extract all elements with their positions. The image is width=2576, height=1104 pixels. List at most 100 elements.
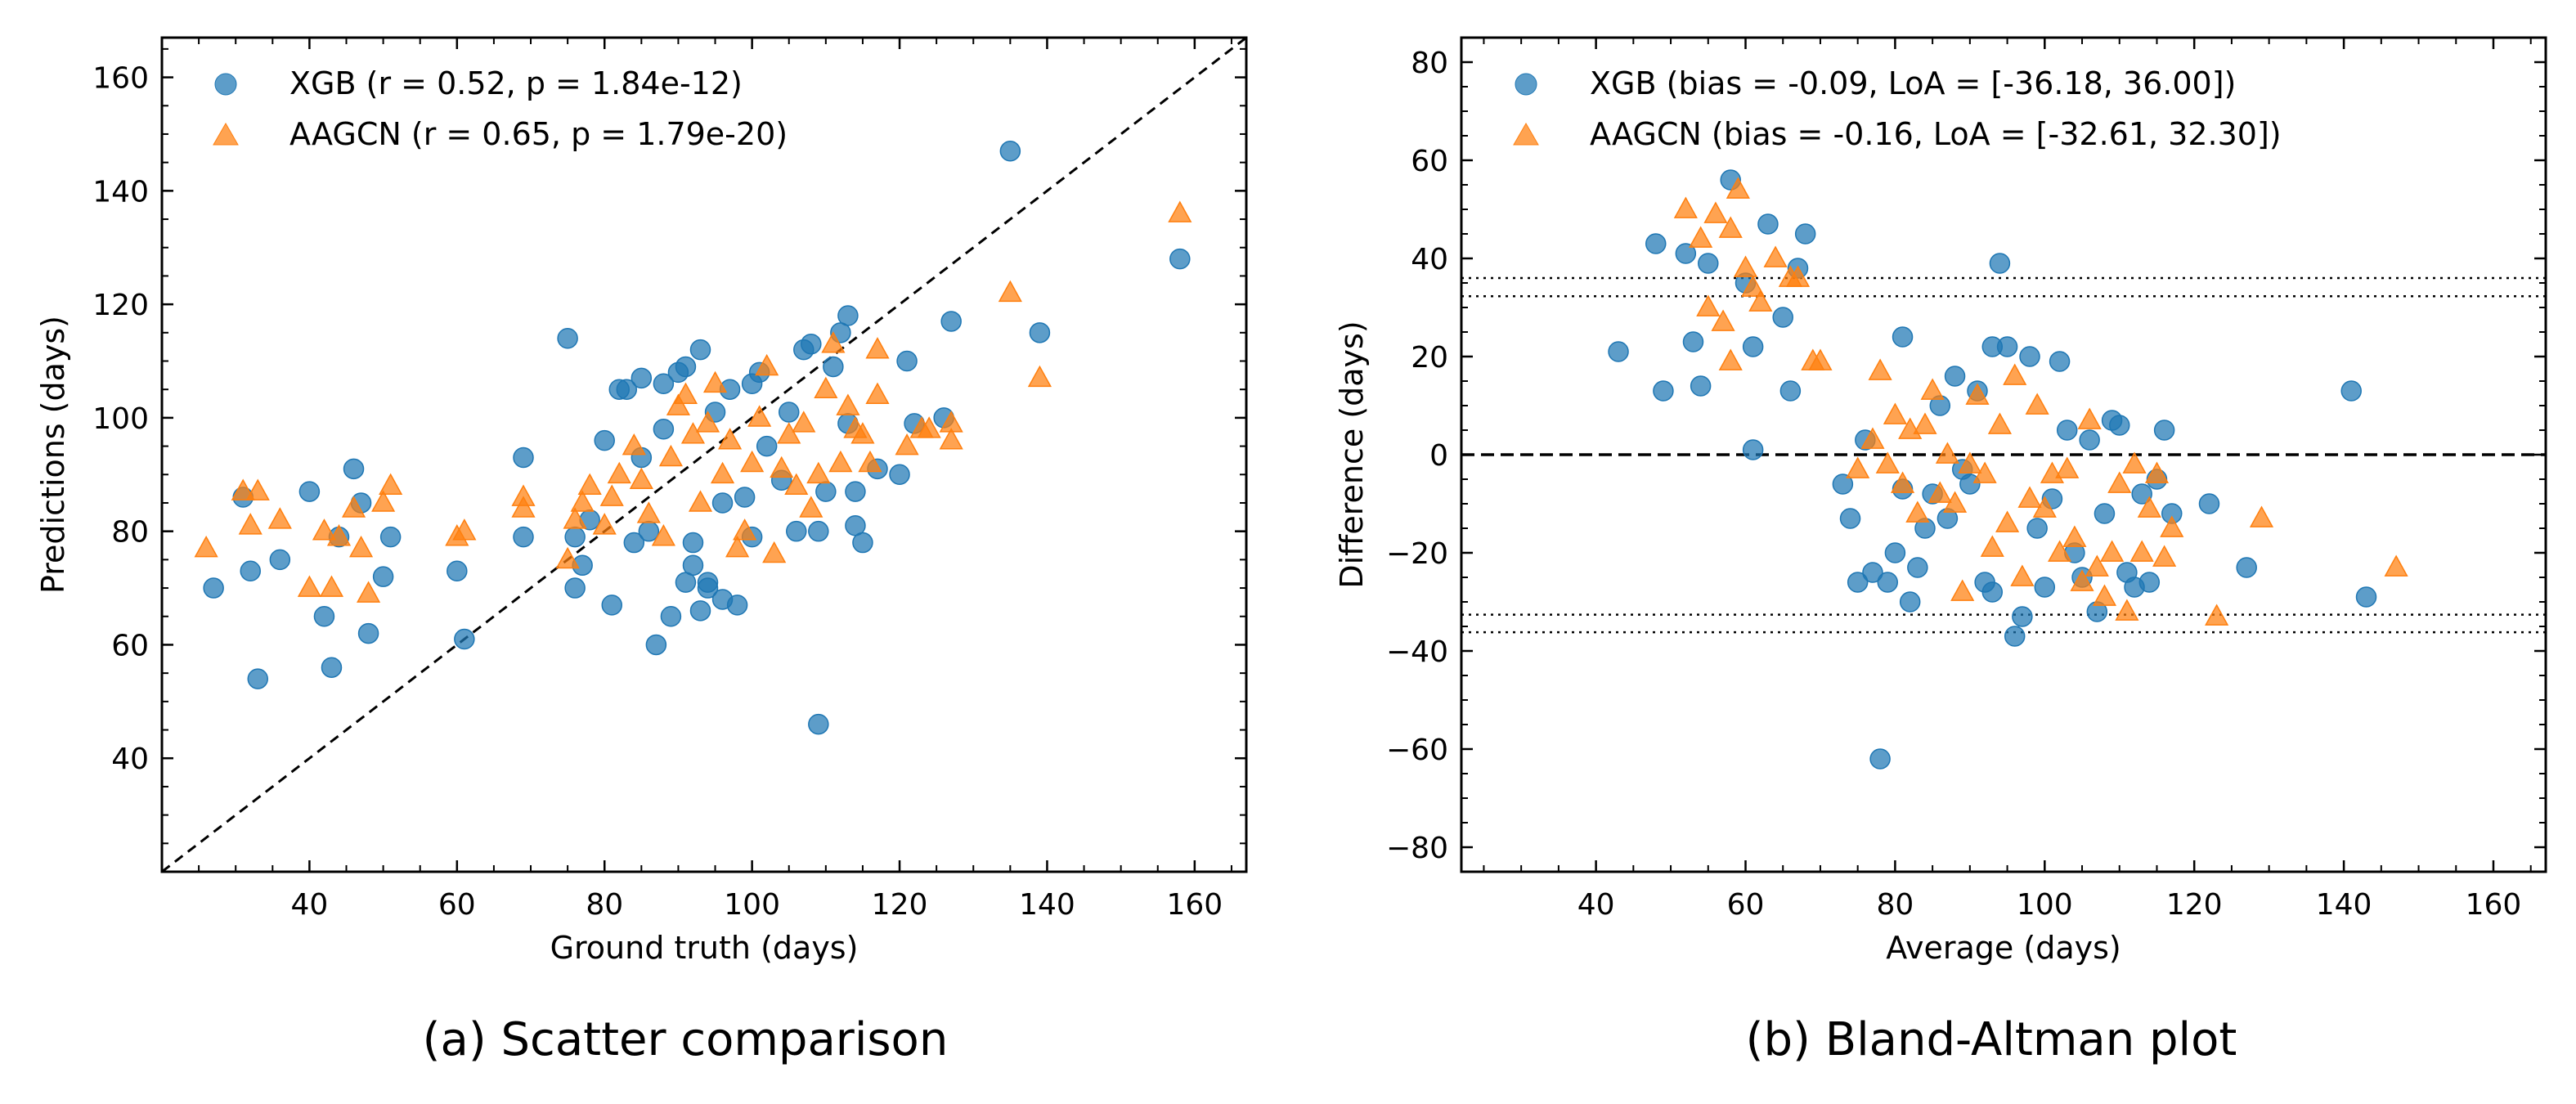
aagcn-point <box>326 524 352 546</box>
xgb-point <box>837 305 859 326</box>
xgb-point <box>682 532 704 554</box>
aagcn-point <box>1711 309 1735 331</box>
xgb-point <box>999 141 1021 162</box>
xgb-point <box>1884 542 1906 563</box>
aagcn-point <box>792 411 816 433</box>
aagcn-point <box>666 393 690 415</box>
aagcn-point <box>2100 540 2125 562</box>
x-tick-label: 60 <box>1727 888 1765 922</box>
panel-a-y-tick-labels: 40 60 80 100 120 140 160 <box>92 62 149 777</box>
xgb-point <box>2094 503 2116 524</box>
xgb-point <box>2034 577 2056 598</box>
xgb-point <box>689 600 711 622</box>
y-tick-label: 100 <box>92 402 149 436</box>
aagcn-point <box>2152 545 2177 567</box>
xgb-point <box>653 419 675 440</box>
aagcn-point <box>2122 451 2147 473</box>
aagcn-point <box>2384 554 2408 577</box>
legend-aagcn-label: AAGCN (r = 0.65, p = 1.79e-20) <box>289 116 788 152</box>
panel-a-x-axis-label: Ground truth (days) <box>550 930 859 966</box>
aagcn-point <box>2205 604 2229 626</box>
x-tick-label: 80 <box>1876 888 1914 922</box>
aagcn-point <box>577 473 602 495</box>
aagcn-point <box>1860 427 1885 449</box>
xgb-point <box>653 373 675 395</box>
xgb-point <box>675 356 697 378</box>
aagcn-point <box>1733 255 1758 277</box>
xgb-point <box>1996 336 2018 357</box>
aagcn-point <box>2070 569 2094 591</box>
xgb-point <box>2079 429 2100 451</box>
aagcn-point <box>762 541 787 563</box>
xgb-point <box>1608 341 1629 362</box>
aagcn-point <box>629 467 653 490</box>
aagcn-point <box>1875 451 1900 473</box>
xgb-point <box>1899 591 1921 613</box>
xgb-point <box>1682 331 1704 352</box>
xgb-point <box>852 532 873 554</box>
xgb-point <box>689 339 711 361</box>
aagcn-point <box>2160 515 2184 537</box>
aagcn-point <box>319 575 344 597</box>
aagcn-point <box>1928 481 1952 503</box>
x-tick-label: 120 <box>872 888 928 922</box>
y-tick-label: −20 <box>1386 537 1448 571</box>
aagcn-point <box>777 422 801 444</box>
aagcn-point <box>622 433 646 456</box>
aagcn-point <box>1696 294 1721 316</box>
aagcn-point <box>1168 200 1192 222</box>
aagcn-point <box>636 501 661 523</box>
aagcn-point <box>2062 525 2087 547</box>
xgb-point <box>321 657 343 678</box>
xgb-point <box>1869 748 1891 770</box>
panel-a-x-tick-labels: 40 60 80 100 120 140 160 <box>291 888 1223 922</box>
xgb-point <box>1653 380 1674 402</box>
aagcn-point <box>688 490 713 512</box>
aagcn-point <box>917 416 941 438</box>
aagcn-point <box>267 507 292 529</box>
xgb-point <box>2019 346 2040 367</box>
y-tick-label: −80 <box>1386 832 1448 865</box>
aagcn-point <box>555 546 580 569</box>
aagcn-point <box>865 382 890 404</box>
aagcn-point <box>1950 579 1975 601</box>
aagcn-point <box>312 518 337 541</box>
aagcn-point <box>1689 226 1713 248</box>
aagcn-point <box>1673 196 1698 218</box>
xgb-point <box>2012 606 2033 627</box>
aagcn-point <box>2144 461 2170 483</box>
xgb-point <box>2026 518 2048 539</box>
xgb-point <box>247 668 269 689</box>
xgb-point <box>682 554 704 577</box>
legend-aagcn-marker <box>213 122 239 146</box>
xgb-point <box>2004 626 2026 647</box>
xgb-point <box>1847 572 1869 593</box>
aagcn-point <box>1703 201 1728 223</box>
aagcn-point <box>2129 540 2154 562</box>
aagcn-point <box>1995 510 2020 532</box>
xgb-point <box>298 481 321 502</box>
aagcn-point <box>680 422 706 444</box>
aagcn-point <box>850 422 875 444</box>
xgb-point <box>1690 375 1712 397</box>
aagcn-point <box>1980 535 2004 557</box>
aagcn-point <box>998 280 1022 303</box>
x-tick-label: 40 <box>291 888 329 922</box>
aagcn-point <box>1883 402 1907 424</box>
aagcn-point <box>379 473 403 495</box>
xgb-point <box>1029 322 1051 343</box>
xgb-point <box>1645 233 1667 254</box>
xgb-point <box>1832 473 1854 495</box>
aagcn-point <box>2003 363 2027 385</box>
aagcn-point <box>357 581 381 603</box>
xgb-point <box>631 367 653 389</box>
aagcn-point <box>194 535 218 558</box>
x-tick-label: 160 <box>1166 888 1223 922</box>
panel-a-legend: XGB (r = 0.52, p = 1.84e-12) AAGCN (r = … <box>213 65 788 152</box>
aagcn-point <box>1987 412 2012 434</box>
xgb-point <box>896 350 918 372</box>
y-tick-label: 60 <box>1411 145 1448 178</box>
xgb-point <box>447 560 468 581</box>
y-tick-label: 160 <box>92 62 149 96</box>
aagcn-point <box>2017 486 2042 508</box>
